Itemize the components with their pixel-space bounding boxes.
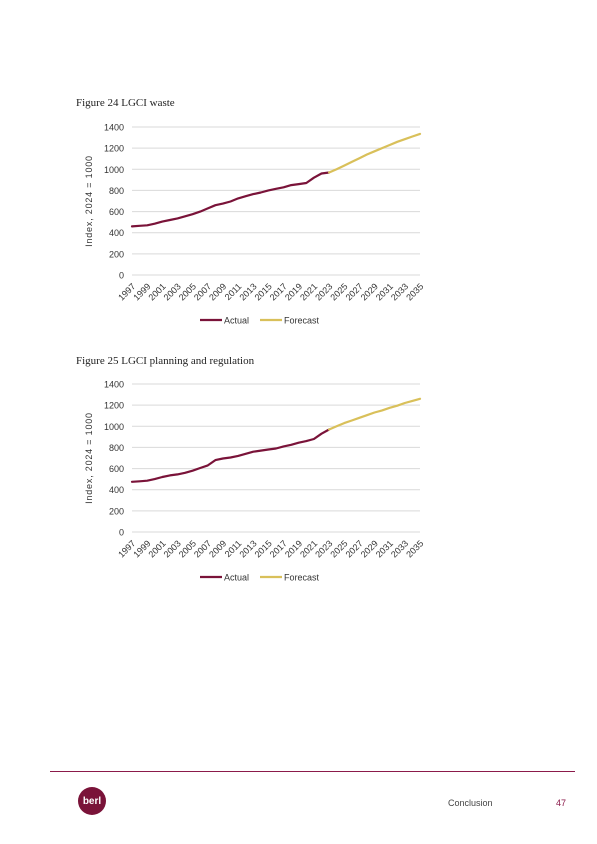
y-tick-label: 200 xyxy=(109,249,124,259)
footer-divider xyxy=(50,771,575,772)
y-tick-label: 200 xyxy=(109,506,124,516)
series-line-actual xyxy=(130,428,331,483)
x-tick-label: 2035 xyxy=(404,281,425,302)
y-axis-label: Index, 2024 = 1000 xyxy=(84,155,94,247)
figure-25-title: Figure 25 LGCI planning and regulation xyxy=(76,355,255,367)
x-tick-label: 2035 xyxy=(404,538,425,559)
y-tick-label: 600 xyxy=(109,207,124,217)
y-tick-label: 1400 xyxy=(104,380,124,390)
footer-section-label: Conclusion xyxy=(448,798,493,808)
legend-label-forecast: Forecast xyxy=(284,573,320,583)
y-tick-label: 400 xyxy=(109,485,124,495)
y-axis-label: Index, 2024 = 1000 xyxy=(84,412,94,504)
y-tick-label: 1200 xyxy=(104,144,124,154)
page-number: 47 xyxy=(556,798,567,808)
y-tick-label: 1200 xyxy=(104,401,124,411)
y-tick-label: 0 xyxy=(119,528,124,538)
figure-24-title: Figure 24 LGCI waste xyxy=(76,97,175,109)
y-tick-label: 800 xyxy=(109,443,124,453)
berl-logo: berl xyxy=(78,787,106,815)
chart-lgci-planning-regulation: 0 200 400 600 800 1000 1200 1400 Index, 2024 = 1… xyxy=(84,380,425,583)
y-tick-label: 800 xyxy=(109,186,124,196)
legend-label-actual: Actual xyxy=(224,316,249,326)
berl-logo-text: berl xyxy=(82,795,102,807)
series-line-actual xyxy=(130,171,331,228)
series-line-forecast xyxy=(328,397,422,431)
y-tick-label: 1000 xyxy=(104,422,124,432)
series-line-forecast xyxy=(328,132,422,174)
legend-label-forecast: Forecast xyxy=(284,316,320,326)
y-tick-label: 0 xyxy=(119,271,124,281)
y-tick-label: 1000 xyxy=(104,165,124,175)
y-tick-label: 600 xyxy=(109,464,124,474)
y-tick-label: 1400 xyxy=(104,123,124,133)
chart-lgci-waste: 0 200 400 600 800 1000 1200 1400 Index, 2024 = 1… xyxy=(84,123,425,326)
legend-label-actual: Actual xyxy=(224,573,249,583)
y-tick-label: 400 xyxy=(109,228,124,238)
